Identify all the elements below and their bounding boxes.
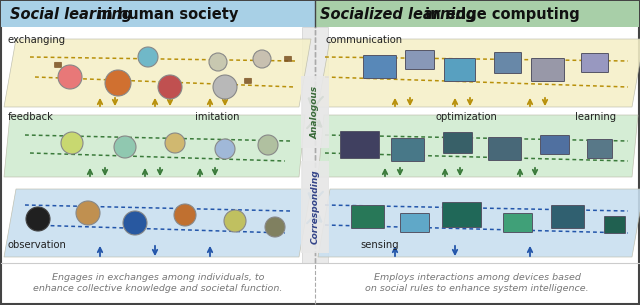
FancyBboxPatch shape [401, 214, 429, 232]
FancyBboxPatch shape [285, 56, 291, 62]
FancyBboxPatch shape [495, 52, 522, 74]
Circle shape [213, 75, 237, 99]
Text: imitation: imitation [195, 112, 239, 122]
Polygon shape [318, 39, 640, 107]
Circle shape [123, 211, 147, 235]
Text: Socialized learning: Socialized learning [320, 6, 476, 21]
Text: communication: communication [325, 35, 402, 45]
FancyBboxPatch shape [340, 131, 380, 159]
FancyBboxPatch shape [442, 203, 481, 228]
FancyBboxPatch shape [552, 206, 584, 228]
Circle shape [224, 210, 246, 232]
Text: Employs interactions among devices based
on social rules to enhance system intel: Employs interactions among devices based… [365, 273, 589, 293]
Text: optimization: optimization [435, 112, 497, 122]
Circle shape [138, 47, 158, 67]
Text: observation: observation [8, 240, 67, 250]
Circle shape [253, 50, 271, 68]
FancyBboxPatch shape [582, 53, 609, 73]
Text: sensing: sensing [360, 240, 399, 250]
Circle shape [158, 75, 182, 99]
FancyBboxPatch shape [302, 27, 328, 263]
FancyBboxPatch shape [244, 78, 252, 84]
Polygon shape [4, 115, 305, 177]
FancyBboxPatch shape [488, 138, 522, 160]
Circle shape [61, 132, 83, 154]
Circle shape [258, 135, 278, 155]
Text: Corresponding: Corresponding [310, 170, 319, 244]
Circle shape [165, 133, 185, 153]
FancyBboxPatch shape [504, 214, 532, 232]
Circle shape [114, 136, 136, 158]
FancyBboxPatch shape [445, 59, 476, 81]
FancyBboxPatch shape [588, 139, 612, 159]
Circle shape [174, 204, 196, 226]
Polygon shape [318, 115, 638, 177]
Text: in edge computing: in edge computing [420, 6, 580, 21]
Circle shape [209, 53, 227, 71]
Polygon shape [318, 189, 640, 257]
Circle shape [58, 65, 82, 89]
FancyBboxPatch shape [541, 135, 570, 155]
FancyBboxPatch shape [351, 206, 385, 228]
FancyBboxPatch shape [315, 1, 639, 27]
FancyBboxPatch shape [444, 132, 472, 153]
FancyBboxPatch shape [54, 62, 61, 67]
FancyBboxPatch shape [392, 138, 424, 162]
Circle shape [26, 207, 50, 231]
Circle shape [265, 217, 285, 237]
FancyBboxPatch shape [364, 56, 397, 78]
FancyBboxPatch shape [531, 59, 564, 81]
FancyBboxPatch shape [1, 1, 315, 27]
Text: exchanging: exchanging [8, 35, 66, 45]
FancyBboxPatch shape [605, 217, 625, 234]
Text: Engages in exchanges among individuals, to
enhance collective knowledge and soci: Engages in exchanges among individuals, … [33, 273, 283, 293]
Circle shape [215, 139, 235, 159]
Text: learning: learning [575, 112, 616, 122]
Circle shape [76, 201, 100, 225]
Text: in human society: in human society [92, 6, 238, 21]
Text: Social learning: Social learning [10, 6, 132, 21]
Text: Analogous: Analogous [310, 85, 319, 138]
Polygon shape [4, 189, 311, 257]
Circle shape [105, 70, 131, 96]
Polygon shape [4, 39, 311, 107]
FancyBboxPatch shape [406, 51, 435, 70]
Text: feedback: feedback [8, 112, 54, 122]
